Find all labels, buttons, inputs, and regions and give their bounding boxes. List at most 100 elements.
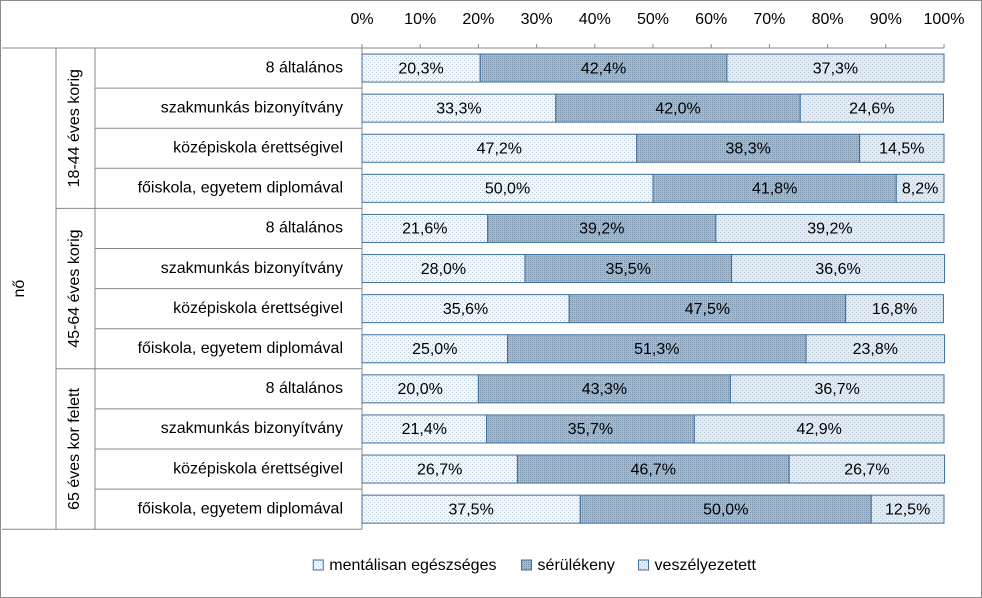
value-label: 50,0% [703, 501, 748, 518]
legend-label: veszélyezetett [655, 557, 757, 574]
x-tick-label: 20% [462, 11, 494, 28]
value-label: 8,2% [902, 181, 938, 198]
category-label: 8 általános [266, 380, 343, 397]
bar-segment [361, 254, 526, 284]
bar-segment [731, 254, 946, 284]
bar-segment [859, 133, 945, 163]
value-label: 28,0% [421, 261, 466, 278]
x-tick-label: 70% [753, 11, 785, 28]
category-label: középiskola érettségivel [173, 300, 343, 317]
value-label: 23,8% [853, 341, 898, 358]
value-label: 35,7% [568, 421, 613, 438]
value-label: 35,5% [606, 261, 651, 278]
bar-segment [361, 93, 557, 123]
value-label: 39,2% [807, 221, 852, 238]
category-label: szakmunkás bizonyítvány [161, 260, 343, 277]
bar-segment [870, 494, 945, 524]
bar-segment [487, 213, 717, 243]
x-tick-label: 80% [812, 11, 844, 28]
x-tick-label: 40% [579, 11, 611, 28]
bar-segment [845, 294, 944, 324]
group-label: 18-44 éves korig [66, 69, 83, 187]
legend-label: sérülékeny [538, 557, 615, 574]
category-label: 8 általános [266, 59, 343, 76]
bar-segment [361, 334, 508, 364]
bar-segment [729, 374, 945, 404]
group-label: 45-64 éves korig [66, 229, 83, 347]
legend-label: mentálisan egészséges [329, 557, 496, 574]
x-tick-label: 30% [521, 11, 553, 28]
category-label: középiskola érettségivel [173, 139, 343, 156]
value-label: 47,5% [685, 301, 730, 318]
value-label: 21,4% [402, 421, 447, 438]
value-label: 42,4% [581, 60, 626, 77]
value-label: 26,7% [844, 461, 889, 478]
bar-segment [361, 294, 570, 324]
x-tick-label: 50% [637, 11, 669, 28]
value-label: 39,2% [579, 221, 624, 238]
category-label: főiskola, egyetem diplomával [138, 500, 343, 517]
x-tick-label: 100% [924, 11, 965, 28]
value-label: 24,6% [849, 100, 894, 117]
bar-segment [693, 414, 945, 444]
value-label: 20,3% [398, 60, 443, 77]
value-label: 37,3% [813, 60, 858, 77]
category-label: 8 általános [266, 220, 343, 237]
category-label: főiskola, egyetem diplomával [138, 340, 343, 357]
x-tick-label: 10% [404, 11, 436, 28]
bar-segment [799, 93, 944, 123]
value-label: 37,5% [448, 501, 493, 518]
value-label: 50,0% [485, 181, 530, 198]
bar-segment [788, 454, 946, 484]
value-label: 12,5% [885, 501, 930, 518]
bar-segment [479, 53, 728, 83]
category-label: középiskola érettségivel [173, 460, 343, 477]
legend-swatch [312, 559, 324, 571]
x-tick-label: 0% [350, 11, 373, 28]
category-label: szakmunkás bizonyítvány [161, 420, 343, 437]
category-label: szakmunkás bizonyítvány [161, 99, 343, 116]
value-label: 51,3% [634, 341, 679, 358]
super-group-label: nő [11, 280, 28, 298]
value-label: 36,6% [815, 261, 860, 278]
value-label: 38,3% [725, 140, 770, 157]
legend-swatch [638, 559, 650, 571]
value-label: 46,7% [631, 461, 676, 478]
value-label: 33,3% [436, 100, 481, 117]
bar-segment [486, 414, 695, 444]
value-label: 42,0% [655, 100, 700, 117]
bar-segment [361, 133, 638, 163]
x-tick-label: 90% [870, 11, 902, 28]
bar-segment [726, 53, 945, 83]
legend-swatch [521, 559, 533, 571]
value-label: 16,8% [872, 301, 917, 318]
bar-segment [568, 294, 847, 324]
value-label: 14,5% [879, 140, 924, 157]
bar-segment [361, 213, 489, 243]
value-label: 26,7% [417, 461, 462, 478]
bar-segment [477, 374, 731, 404]
category-label: főiskola, egyetem diplomával [138, 180, 343, 197]
value-label: 35,6% [443, 301, 488, 318]
bar-segment [524, 254, 733, 284]
value-label: 21,6% [402, 221, 447, 238]
value-label: 41,8% [752, 181, 797, 198]
bar-segment [361, 414, 488, 444]
value-label: 36,7% [815, 381, 860, 398]
value-label: 20,0% [398, 381, 443, 398]
group-label: 65 éves kor felett [66, 388, 83, 510]
bar-segment [636, 133, 861, 163]
value-label: 25,0% [412, 341, 457, 358]
bar-segment [361, 374, 479, 404]
value-label: 47,2% [477, 140, 522, 157]
bar-segment [805, 334, 946, 364]
bar-segment [507, 334, 807, 364]
bar-segment [895, 173, 945, 203]
value-label: 42,9% [796, 421, 841, 438]
bar-segment [715, 213, 945, 243]
value-label: 43,3% [582, 381, 627, 398]
x-tick-label: 60% [695, 11, 727, 28]
bar-segment [361, 173, 654, 203]
bar-segment [361, 454, 518, 484]
